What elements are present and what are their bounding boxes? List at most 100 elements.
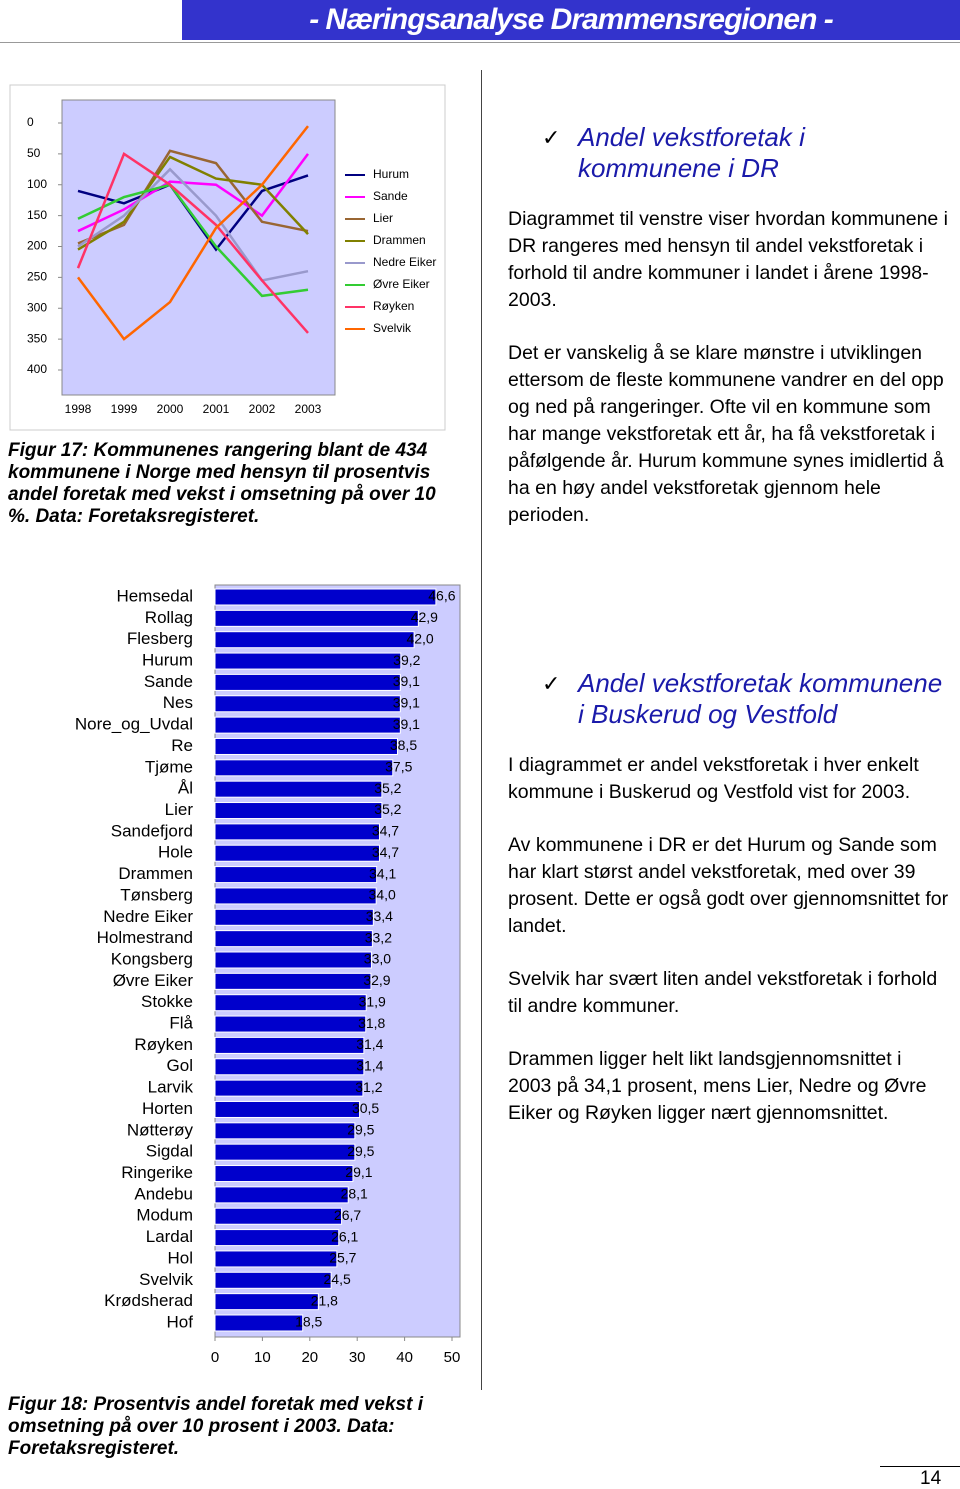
category-label: Hemsedal xyxy=(116,586,193,605)
y-tick-label: 350 xyxy=(27,331,47,345)
x-tick-label: 2000 xyxy=(157,402,184,416)
category-label: Gol xyxy=(167,1056,193,1075)
legend-label: Sande xyxy=(373,189,408,203)
series-line xyxy=(77,149,309,245)
series-line xyxy=(77,167,309,282)
heading-text: Andel vekstforetak i kommunene i DR xyxy=(578,122,805,183)
bar xyxy=(214,1036,365,1054)
series-line xyxy=(76,151,309,334)
heading-text: Andel vekstforetak kommunene i Buskerud … xyxy=(578,668,943,729)
y-tick-label: 300 xyxy=(27,300,47,314)
value-label: 29,5 xyxy=(347,1143,374,1159)
legend-label: Nedre Eiker xyxy=(373,255,436,269)
category-label: Larvik xyxy=(148,1078,194,1097)
section-heading: ✓ Andel vekstforetak kommunene i Buskerud… xyxy=(542,668,950,730)
category-label: Tønsberg xyxy=(120,885,193,904)
section: ✓ Andel vekstforetak kommunene i Buskerud… xyxy=(508,668,950,1153)
value-label: 42,9 xyxy=(411,609,438,625)
bar xyxy=(214,866,378,884)
series-line xyxy=(76,125,309,341)
bar xyxy=(214,1143,356,1161)
category-label: Røyken xyxy=(134,1035,193,1054)
value-label: 24,5 xyxy=(324,1271,351,1287)
category-label: Nore_og_Uvdal xyxy=(75,715,193,734)
bar xyxy=(214,1100,361,1118)
value-label: 34,1 xyxy=(369,865,396,881)
value-label: 37,5 xyxy=(385,759,412,775)
paragraph: Av kommunene i DR er det Hurum og Sande … xyxy=(508,834,949,937)
category-label: Flesberg xyxy=(127,629,193,648)
x-tick-label: 0 xyxy=(211,1349,219,1366)
category-label: Andebu xyxy=(134,1184,193,1203)
series-line xyxy=(77,153,310,233)
y-tick-label: 50 xyxy=(27,146,41,160)
y-tick-label: 150 xyxy=(27,208,47,222)
bar xyxy=(214,802,383,820)
series-line xyxy=(77,183,309,298)
bar xyxy=(214,1229,340,1247)
section-heading: ✓ Andel vekstforetak i kommunene i DR xyxy=(542,122,950,184)
x-tick-label: 1998 xyxy=(65,402,92,416)
category-label: Tjøme xyxy=(145,757,193,776)
header-rule xyxy=(0,42,960,43)
bar xyxy=(214,951,372,969)
category-label: Re xyxy=(171,736,193,755)
value-label: 34,0 xyxy=(369,887,396,903)
value-label: 21,8 xyxy=(311,1292,338,1308)
value-label: 39,2 xyxy=(393,652,420,668)
value-label: 38,5 xyxy=(390,737,417,753)
bar xyxy=(214,1271,332,1289)
bar xyxy=(214,780,383,798)
value-label: 26,1 xyxy=(331,1228,358,1244)
bar xyxy=(214,631,415,649)
value-label: 30,5 xyxy=(352,1100,379,1116)
value-label: 33,2 xyxy=(365,929,392,945)
category-label: Øvre Eiker xyxy=(113,971,194,990)
figure-caption: Figur 17: Kommunenes rangering blant de … xyxy=(8,440,436,527)
legend-label: Hurum xyxy=(373,167,409,181)
bar xyxy=(214,588,437,606)
category-label: Horten xyxy=(142,1099,193,1118)
value-label: 31,9 xyxy=(359,993,386,1009)
value-label: 35,2 xyxy=(374,780,401,796)
category-label: Drammen xyxy=(118,864,193,883)
paragraph: Drammen ligger helt likt landsgjennomsni… xyxy=(508,1048,927,1124)
value-label: 26,7 xyxy=(334,1207,361,1223)
y-tick-label: 0 xyxy=(27,115,34,129)
bar xyxy=(214,1058,365,1076)
paragraph: Svelvik har svært liten andel vekstforet… xyxy=(508,968,938,1017)
value-label: 34,7 xyxy=(372,823,399,839)
category-label: Hole xyxy=(158,843,193,862)
header-title: - Næringsanalyse Drammensregionen - xyxy=(182,0,960,40)
value-label: 33,0 xyxy=(364,951,391,967)
category-label: Sigdal xyxy=(146,1142,193,1161)
legend-label: Øvre Eiker xyxy=(373,277,430,291)
category-label: Modum xyxy=(136,1206,193,1225)
x-tick-label: 2001 xyxy=(203,402,230,416)
value-label: 34,7 xyxy=(372,844,399,860)
x-tick-label: 30 xyxy=(349,1349,366,1366)
bar xyxy=(214,1250,338,1268)
footer-rule xyxy=(880,1466,960,1467)
page-number: 14 xyxy=(920,1468,942,1489)
bar xyxy=(214,1122,356,1140)
value-label: 31,4 xyxy=(356,1057,383,1073)
bar xyxy=(214,1314,304,1332)
value-label: 31,2 xyxy=(355,1079,382,1095)
y-tick-label: 100 xyxy=(27,177,47,191)
bar xyxy=(214,972,372,990)
paragraph: I diagrammet er andel vekstforetak i hve… xyxy=(508,754,919,803)
value-label: 33,4 xyxy=(366,908,393,924)
category-label: Nøtterøy xyxy=(127,1120,194,1139)
value-label: 31,8 xyxy=(358,1015,385,1031)
check-icon: ✓ xyxy=(542,671,561,696)
category-label: Nedre Eiker xyxy=(103,907,193,926)
bar xyxy=(214,1207,343,1225)
legend-label: Svelvik xyxy=(373,321,412,335)
y-tick-label: 400 xyxy=(27,362,47,376)
x-tick-label: 40 xyxy=(396,1349,413,1366)
bar xyxy=(214,609,419,627)
category-label: Stokke xyxy=(141,992,193,1011)
